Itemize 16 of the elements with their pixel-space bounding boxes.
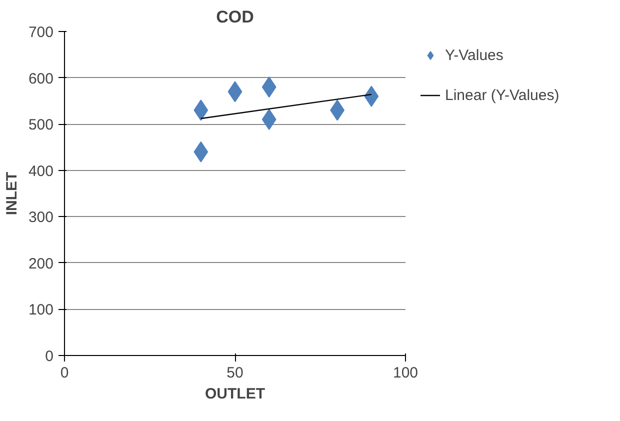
- y-tick-label: 700: [28, 24, 54, 41]
- x-tick-label: 0: [60, 364, 69, 382]
- y-tick-label: 200: [28, 255, 54, 272]
- y-tick-label: 0: [45, 348, 54, 365]
- x-axis-title: OUTLET: [205, 386, 266, 402]
- y-tick-label: 100: [28, 302, 54, 319]
- y-tick-label: 500: [28, 116, 54, 134]
- legend-label: Linear (Y-Values): [445, 86, 560, 104]
- y-axis-title: INLET: [3, 172, 20, 216]
- x-tick-label: 100: [392, 364, 418, 382]
- x-tick-label: 50: [226, 364, 244, 382]
- chart-title: COD: [216, 8, 254, 26]
- y-tick-label: 600: [28, 70, 54, 88]
- y-tick-label: 400: [28, 162, 54, 180]
- legend-label: Y-Values: [445, 46, 504, 64]
- y-tick-label: 300: [28, 209, 54, 226]
